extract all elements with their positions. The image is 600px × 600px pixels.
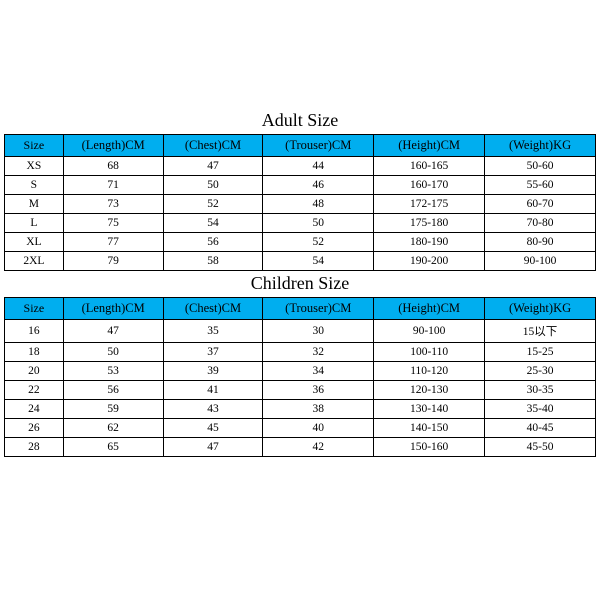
table-row: M735248172-17560-70	[5, 195, 596, 214]
children-table: Size (Length)CM (Chest)CM (Trouser)CM (H…	[4, 297, 596, 457]
col-size: Size	[5, 298, 64, 320]
col-trouser: (Trouser)CM	[263, 298, 374, 320]
col-weight: (Weight)KG	[485, 135, 596, 157]
col-trouser: (Trouser)CM	[263, 135, 374, 157]
table-row: 18503732100-11015-25	[5, 343, 596, 362]
col-size: Size	[5, 135, 64, 157]
table-row: 26624540140-15040-45	[5, 419, 596, 438]
col-chest: (Chest)CM	[163, 298, 263, 320]
col-height: (Height)CM	[374, 135, 485, 157]
children-header-row: Size (Length)CM (Chest)CM (Trouser)CM (H…	[5, 298, 596, 320]
table-row: 20533934110-12025-30	[5, 362, 596, 381]
col-length: (Length)CM	[63, 298, 163, 320]
table-row: XS684744160-16550-60	[5, 157, 596, 176]
table-row: 1647353090-10015以下	[5, 320, 596, 343]
col-length: (Length)CM	[63, 135, 163, 157]
size-chart-page: Adult Size Size (Length)CM (Chest)CM (Tr…	[0, 0, 600, 457]
adult-header-row: Size (Length)CM (Chest)CM (Trouser)CM (H…	[5, 135, 596, 157]
table-row: XL775652180-19080-90	[5, 233, 596, 252]
table-row: S715046160-17055-60	[5, 176, 596, 195]
table-row: 22564136120-13030-35	[5, 381, 596, 400]
table-row: 28654742150-16045-50	[5, 438, 596, 457]
table-row: L755450175-18070-80	[5, 214, 596, 233]
children-title: Children Size	[0, 273, 600, 294]
adult-title: Adult Size	[0, 110, 600, 131]
adult-table: Size (Length)CM (Chest)CM (Trouser)CM (H…	[4, 134, 596, 271]
table-row: 2XL795854190-20090-100	[5, 252, 596, 271]
col-weight: (Weight)KG	[485, 298, 596, 320]
table-row: 24594338130-14035-40	[5, 400, 596, 419]
col-chest: (Chest)CM	[163, 135, 263, 157]
col-height: (Height)CM	[374, 298, 485, 320]
